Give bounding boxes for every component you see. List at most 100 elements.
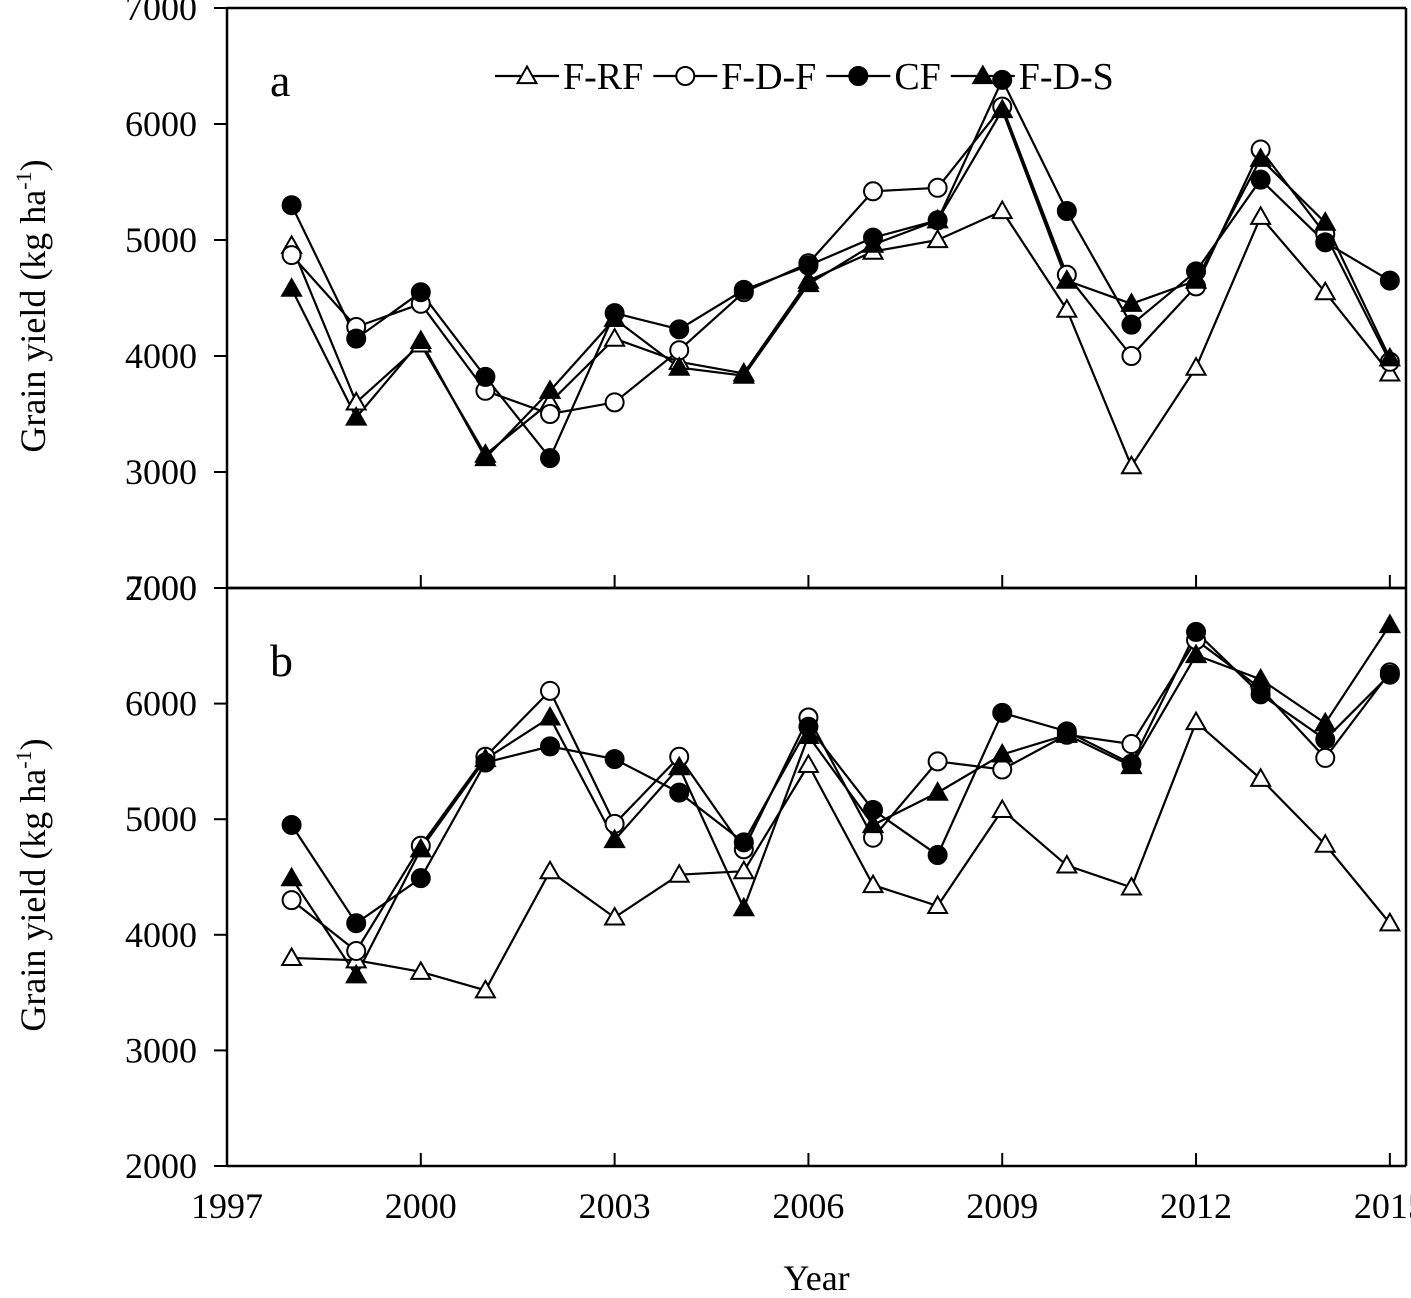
data-point-f-d-s-2006 — [797, 724, 820, 745]
y-tick-label: 4000 — [125, 336, 197, 376]
data-point-f-d-s-2003 — [603, 828, 626, 849]
legend-marker-f-d-f — [675, 66, 696, 86]
data-point-cf-2005 — [733, 279, 754, 300]
series-line-f-d-f — [290, 638, 1391, 953]
data-point-cf-2001 — [475, 366, 496, 387]
data-point-cf-2008 — [927, 845, 948, 866]
data-point-f-d-f-2014 — [1315, 747, 1336, 768]
data-point-f-d-s-2009 — [991, 742, 1014, 763]
data-point-f-rf-2002 — [538, 859, 562, 880]
y-tick-label: 2000 — [125, 1146, 197, 1186]
data-point-f-d-s-2012 — [1184, 643, 1208, 664]
data-point-f-d-s-2011 — [1120, 292, 1143, 312]
series-line-cf — [290, 630, 1391, 925]
legend-label-cf: CF — [894, 56, 940, 98]
data-point-cf-2011 — [1121, 314, 1142, 335]
data-point-f-rf-2011 — [1120, 875, 1143, 896]
data-point-f-d-f-2002 — [540, 404, 561, 424]
data-point-cf-1998 — [281, 814, 302, 835]
data-point-f-d-s-2004 — [668, 356, 691, 376]
y-tick-label: 6000 — [125, 684, 197, 724]
data-point-f-rf-2003 — [603, 905, 626, 926]
panel-a: 2000 3000 4000 5000 6000 7000 Grain yield (kg … — [11, 0, 1408, 608]
data-point-f-rf-2013 — [1249, 767, 1272, 787]
data-point-f-d-f-1998 — [281, 890, 302, 911]
data-point-f-rf-2010 — [1055, 298, 1079, 318]
data-point-f-d-s-1999 — [345, 406, 368, 426]
data-point-cf-2006 — [798, 255, 819, 276]
series-markers-cf — [281, 69, 1400, 469]
data-point-f-d-f-2007 — [863, 181, 884, 202]
y-tick-label: 2000 — [125, 568, 197, 608]
series-line-f-rf — [290, 209, 1391, 469]
data-point-f-rf-2008 — [926, 228, 949, 249]
legend-label-f-d-s: F-D-S — [1019, 56, 1114, 98]
data-point-cf-2013 — [1250, 169, 1271, 190]
data-point-cf-2002 — [540, 736, 561, 757]
series-line-f-d-f — [290, 104, 1391, 416]
x-tick-label: 2009 — [966, 1186, 1038, 1226]
data-point-f-rf-2004 — [668, 863, 691, 883]
panel-label: a — [270, 55, 290, 106]
data-point-f-d-f-2008 — [927, 177, 948, 198]
data-point-f-d-s-2003 — [603, 307, 626, 327]
data-point-f-d-s-2001 — [474, 446, 497, 467]
data-point-cf-2015 — [1379, 270, 1400, 291]
x-tick-label: 2012 — [1160, 1186, 1232, 1226]
data-point-f-d-s-2011 — [1120, 754, 1143, 775]
legend-label-f-rf: F-RF — [563, 56, 643, 98]
data-point-f-d-s-2006 — [797, 272, 820, 293]
y-axis-title: Grain yield (kg ha-1) — [11, 159, 53, 452]
data-point-cf-2003 — [604, 749, 625, 770]
y-tick-label: 5000 — [125, 799, 197, 839]
data-point-cf-2000 — [410, 282, 431, 303]
legend: F-RF F-D-F CF F-D-S — [495, 56, 1114, 98]
data-point-f-d-s-1999 — [345, 963, 368, 984]
data-point-cf-2004 — [669, 782, 690, 803]
data-point-f-rf-2010 — [1055, 853, 1079, 874]
panel-label: b — [270, 635, 293, 686]
data-point-f-rf-1998 — [280, 946, 303, 967]
data-point-f-rf-2012 — [1184, 710, 1208, 731]
data-point-f-rf-2014 — [1314, 280, 1337, 301]
y-tick-label: 7000 — [125, 0, 197, 28]
data-point-f-rf-2015 — [1378, 361, 1402, 382]
data-point-cf-1999 — [346, 913, 367, 934]
y-tick-label: 4000 — [125, 915, 197, 955]
data-point-f-d-s-2014 — [1314, 211, 1337, 231]
data-point-f-rf-2006 — [797, 753, 820, 773]
data-point-f-d-s-2008 — [926, 208, 949, 229]
data-point-f-d-s-2012 — [1184, 269, 1208, 289]
x-tick-label: 2006 — [772, 1186, 844, 1226]
data-point-f-rf-2011 — [1120, 454, 1143, 475]
legend-marker-cf — [848, 66, 869, 86]
data-point-f-d-s-2004 — [668, 755, 691, 776]
y-tick-label: 7000 — [125, 568, 197, 608]
x-tick-label: 2003 — [579, 1186, 651, 1226]
y-tick-label: 5000 — [125, 220, 197, 260]
data-point-f-rf-2001 — [474, 978, 497, 999]
data-point-f-d-s-2007 — [861, 233, 885, 253]
series-markers-f-d-s — [280, 98, 1402, 467]
legend-marker-f-rf — [515, 64, 539, 85]
data-point-f-d-s-1998 — [280, 866, 303, 887]
data-point-f-rf-2003 — [603, 327, 626, 347]
data-point-f-rf-2000 — [409, 960, 432, 980]
data-point-f-d-f-2009 — [992, 759, 1013, 780]
series-markers-f-d-f — [281, 96, 1400, 424]
series-line-cf — [290, 77, 1391, 461]
series-line-f-d-s — [290, 107, 1391, 460]
data-point-f-d-s-2005 — [732, 364, 755, 384]
data-point-cf-2009 — [992, 702, 1013, 723]
data-point-f-d-s-2002 — [538, 379, 562, 399]
data-point-f-d-s-2015 — [1378, 346, 1402, 367]
data-point-f-d-f-1999 — [346, 940, 367, 961]
data-point-cf-2012 — [1186, 621, 1207, 642]
x-tick-label: 2015 — [1354, 1186, 1411, 1226]
data-point-f-d-s-2010 — [1055, 723, 1079, 743]
series-line-f-rf — [291, 720, 1391, 992]
series-markers-f-rf — [280, 199, 1402, 475]
data-point-f-d-s-2010 — [1055, 269, 1079, 289]
data-point-f-d-s-2015 — [1378, 613, 1402, 634]
